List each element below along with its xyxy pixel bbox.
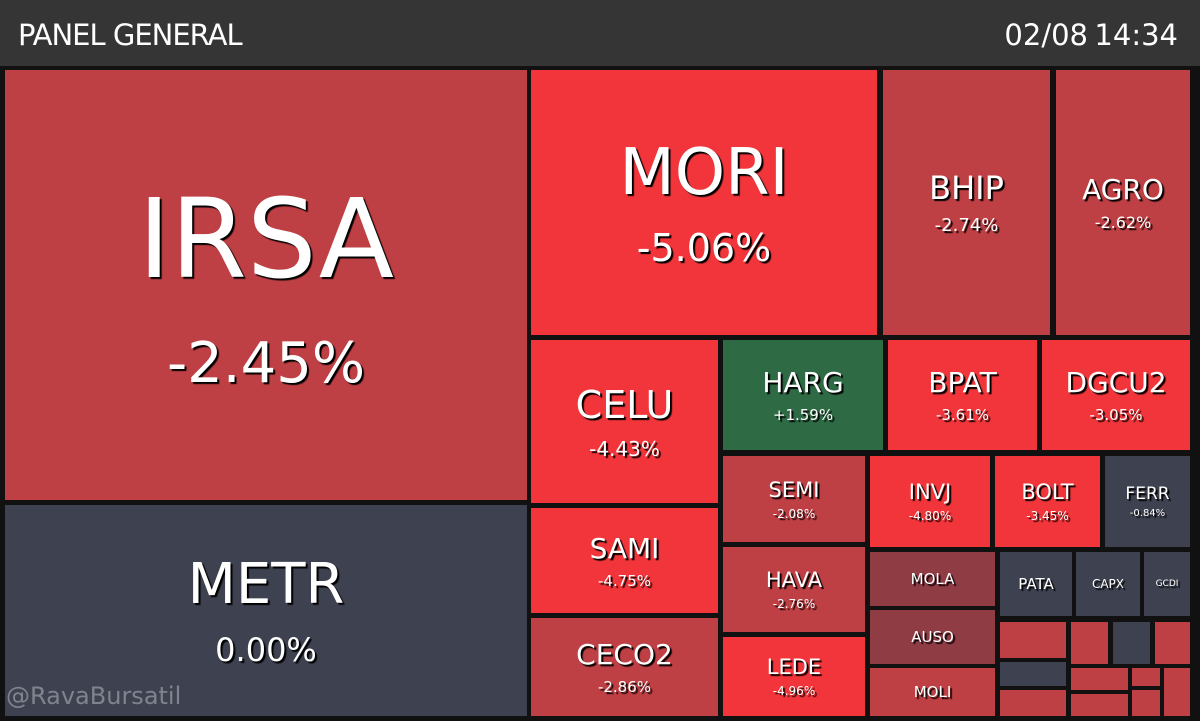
tile-change: -2.08% bbox=[772, 506, 816, 521]
tile: SEMI -2.08% bbox=[723, 456, 865, 542]
tile-change: -0.84% bbox=[1129, 508, 1166, 519]
tile: HARG +1.59% bbox=[723, 340, 883, 450]
tile-label: GCDI bbox=[1155, 579, 1179, 589]
tile-label: BHIP bbox=[929, 169, 1004, 207]
tile-change: -2.45% bbox=[166, 330, 366, 396]
tile-change: -5.06% bbox=[636, 225, 772, 270]
tile-label: FERR bbox=[1125, 484, 1170, 504]
tile-label: HAVA bbox=[765, 568, 823, 592]
small-tile bbox=[1000, 622, 1066, 658]
small-tile bbox=[1132, 690, 1160, 716]
tile-label: LEDE bbox=[766, 655, 822, 679]
header: PANEL GENERAL 02/08 14:34 bbox=[0, 0, 1200, 66]
tile-change: -4.43% bbox=[589, 436, 660, 461]
tile: BOLT -3.45% bbox=[995, 456, 1100, 547]
date: 02/08 bbox=[1004, 18, 1088, 52]
tile-change: -2.62% bbox=[1094, 213, 1152, 232]
tile: AUSO bbox=[870, 610, 995, 664]
tile-label: SAMI bbox=[589, 531, 660, 565]
small-tile bbox=[1071, 694, 1128, 716]
tile: AGRO -2.62% bbox=[1056, 70, 1190, 335]
tile: SAMI -4.75% bbox=[531, 508, 718, 613]
tile: BHIP -2.74% bbox=[883, 70, 1050, 335]
tile-change: -4.75% bbox=[597, 571, 652, 590]
tile-change: -3.61% bbox=[935, 406, 990, 424]
tile-change: -4.96% bbox=[772, 684, 816, 698]
tile: BPAT -3.61% bbox=[888, 340, 1037, 450]
title: PANEL GENERAL bbox=[18, 18, 243, 52]
tile-change: +1.59% bbox=[772, 406, 834, 424]
tile-label: BPAT bbox=[928, 366, 997, 399]
tile-label: MORI bbox=[619, 135, 789, 210]
tile-change: -3.05% bbox=[1089, 406, 1143, 424]
tile-label: BOLT bbox=[1021, 480, 1074, 504]
tile: FERR -0.84% bbox=[1105, 456, 1190, 547]
tile-change: -2.74% bbox=[934, 215, 999, 236]
tile-label: CELU bbox=[575, 382, 674, 427]
small-tile bbox=[1132, 668, 1160, 686]
small-tile bbox=[1164, 668, 1190, 716]
tile: MOLI bbox=[870, 668, 995, 716]
tile-change: -2.86% bbox=[597, 678, 652, 696]
tile-label: INVJ bbox=[908, 480, 952, 504]
tile: MOLA bbox=[870, 552, 995, 606]
small-tile bbox=[1113, 622, 1150, 664]
tile-label: AGRO bbox=[1082, 173, 1164, 206]
tile-label: METR bbox=[187, 552, 345, 617]
tile-change: -3.45% bbox=[1026, 509, 1069, 523]
watermark: @RavaBursatil bbox=[6, 682, 182, 710]
tile-label: MOLI bbox=[913, 683, 952, 701]
tile: DGCU2 -3.05% bbox=[1042, 340, 1190, 450]
tile-label: CECO2 bbox=[576, 638, 673, 671]
small-tile bbox=[1071, 668, 1128, 690]
tile: HAVA -2.76% bbox=[723, 547, 865, 632]
tile-label: DGCU2 bbox=[1065, 366, 1167, 399]
small-tile bbox=[1000, 662, 1066, 686]
tile-change: -2.76% bbox=[772, 597, 816, 611]
tile: CECO2 -2.86% bbox=[531, 618, 718, 716]
tile: LEDE -4.96% bbox=[723, 637, 865, 716]
small-tile bbox=[1071, 622, 1108, 664]
time: 14:34 bbox=[1094, 18, 1178, 52]
tile: IRSA -2.45% bbox=[5, 70, 527, 500]
tile: PATA bbox=[1000, 552, 1072, 616]
small-tile bbox=[1000, 690, 1066, 716]
tile-label: HARG bbox=[762, 366, 844, 399]
tile-label: PATA bbox=[1018, 575, 1054, 593]
tile-change: 0.00% bbox=[215, 631, 317, 669]
tile: INVJ -4.80% bbox=[870, 456, 990, 547]
tile-label: MOLA bbox=[910, 570, 955, 588]
tile: GCDI bbox=[1144, 552, 1190, 616]
tile: CAPX bbox=[1076, 552, 1140, 616]
tile: MORI -5.06% bbox=[531, 70, 877, 335]
tile-change: -4.80% bbox=[908, 509, 952, 523]
tile-label: CAPX bbox=[1091, 577, 1125, 591]
tile-label: SEMI bbox=[768, 477, 820, 502]
tile: CELU -4.43% bbox=[531, 340, 718, 503]
small-tile bbox=[1155, 622, 1190, 664]
tile-label: AUSO bbox=[911, 628, 954, 646]
tile-label: IRSA bbox=[138, 174, 394, 303]
tile: METR 0.00% bbox=[5, 505, 527, 716]
